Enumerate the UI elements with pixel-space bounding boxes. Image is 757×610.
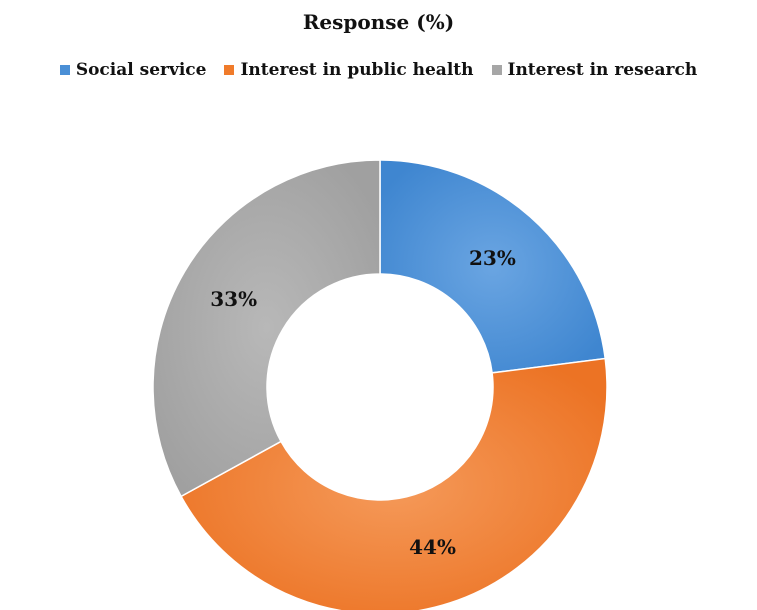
legend-label-research: Interest in research xyxy=(507,60,698,80)
slice-public-health xyxy=(180,357,608,610)
slice-social-service xyxy=(379,159,607,374)
legend-swatch-social-service xyxy=(59,65,70,75)
legend-swatch-research xyxy=(491,65,502,75)
legend-label-public-health: Interest in public health xyxy=(240,60,474,80)
data-label-social-service: 23% xyxy=(469,246,516,270)
legend-swatch-public-health xyxy=(224,65,235,75)
slice-research xyxy=(152,159,381,498)
legend-item-research: Interest in research xyxy=(491,60,698,80)
chart-title: Response (%) xyxy=(302,10,455,34)
data-label-public-health: 44% xyxy=(409,535,456,559)
chart-legend: Social service Interest in public health… xyxy=(0,60,757,80)
legend-item-social-service: Social service xyxy=(59,60,207,80)
legend-label-social-service: Social service xyxy=(75,60,207,80)
legend-item-public-health: Interest in public health xyxy=(224,60,474,80)
data-label-research: 33% xyxy=(210,287,257,311)
